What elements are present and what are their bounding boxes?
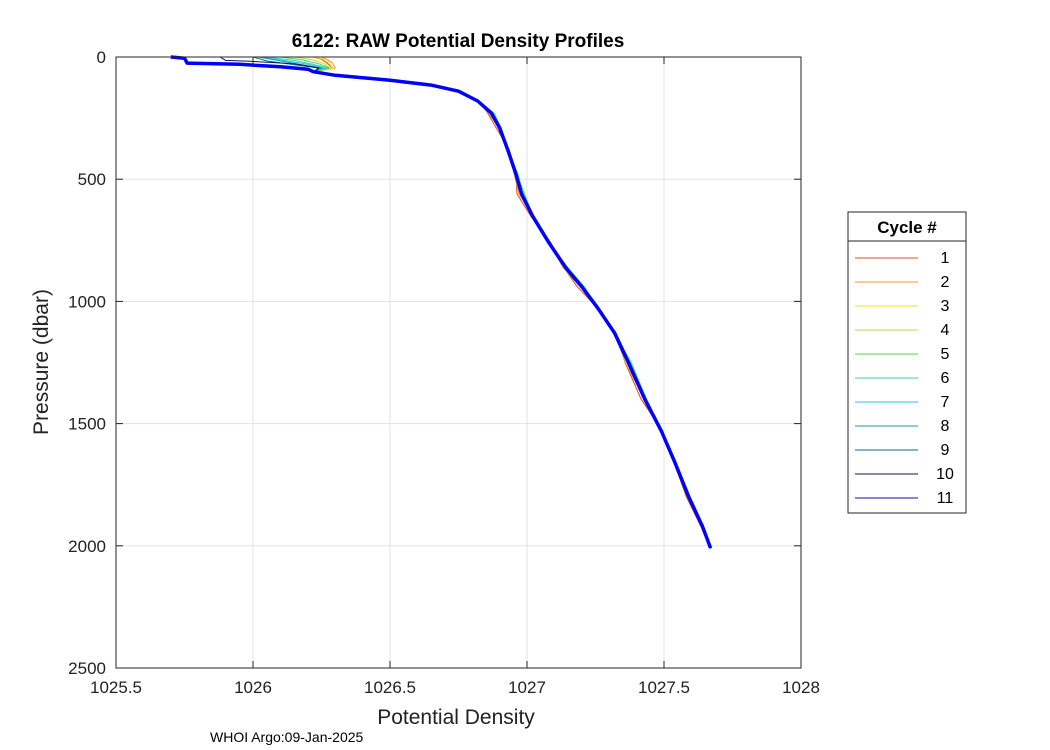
legend-label-cycle-10: 10 bbox=[936, 466, 954, 483]
series-line-cycle-3 bbox=[313, 56, 712, 549]
x-tick-label: 1025.5 bbox=[90, 678, 142, 697]
x-tick-label: 1026 bbox=[234, 678, 272, 697]
chart-title: 6122: RAW Potential Density Profiles bbox=[292, 31, 625, 52]
legend-title: Cycle # bbox=[877, 218, 937, 237]
legend-label-cycle-11: 11 bbox=[937, 490, 954, 507]
y-tick-label: 2500 bbox=[68, 659, 106, 678]
legend-label-cycle-7: 7 bbox=[941, 394, 950, 411]
series-line-cycle-7 bbox=[261, 56, 712, 549]
y-tick-label: 1000 bbox=[68, 292, 106, 311]
legend-label-cycle-3: 3 bbox=[941, 298, 950, 315]
series-line-cycle-10 bbox=[219, 56, 712, 549]
series-line-cycle-2 bbox=[313, 56, 711, 549]
y-tick-label: 500 bbox=[78, 170, 106, 189]
axis-ticks: 1025.5 1026 1026.5 1027 1027.5 1028 0 500 1000 15… bbox=[68, 48, 820, 697]
legend-label-cycle-5: 5 bbox=[941, 346, 950, 363]
x-tick-label: 1028 bbox=[782, 678, 820, 697]
legend-label-cycle-2: 2 bbox=[941, 274, 950, 291]
grid-lines bbox=[115, 56, 802, 669]
y-tick-label: 2000 bbox=[68, 537, 106, 556]
x-tick-label: 1027 bbox=[508, 678, 546, 697]
series-line-cycle-9 bbox=[252, 56, 711, 549]
plot-frame bbox=[115, 56, 802, 669]
legend-label-cycle-6: 6 bbox=[941, 370, 950, 387]
x-axis-label: Potential Density bbox=[377, 706, 535, 729]
legend: Cycle # 1 2 3 4 5 6 7 8 9 10 11 bbox=[847, 211, 967, 514]
legend-label-cycle-8: 8 bbox=[941, 418, 950, 435]
y-axis-label: Pressure (dbar) bbox=[30, 289, 53, 435]
x-tick-label: 1026.5 bbox=[364, 678, 416, 697]
series-line-cycle-5 bbox=[280, 56, 712, 549]
series-line-cycle-6 bbox=[266, 56, 712, 549]
legend-label-cycle-1: 1 bbox=[941, 250, 950, 267]
legend-label-cycle-9: 9 bbox=[941, 442, 950, 459]
x-tick-label: 1027.5 bbox=[638, 678, 690, 697]
y-tick-label: 1500 bbox=[68, 415, 106, 434]
series-line-cycle-1 bbox=[311, 56, 711, 549]
legend-label-cycle-4: 4 bbox=[941, 322, 950, 339]
y-tick-label: 0 bbox=[97, 48, 106, 67]
series-line-cycle-8 bbox=[258, 56, 712, 549]
footer-text: WHOI Argo:09-Jan-2025 bbox=[210, 729, 364, 745]
legend-box bbox=[847, 211, 967, 514]
series-layer bbox=[170, 55, 713, 549]
series-line-cycle-11 bbox=[170, 55, 713, 549]
